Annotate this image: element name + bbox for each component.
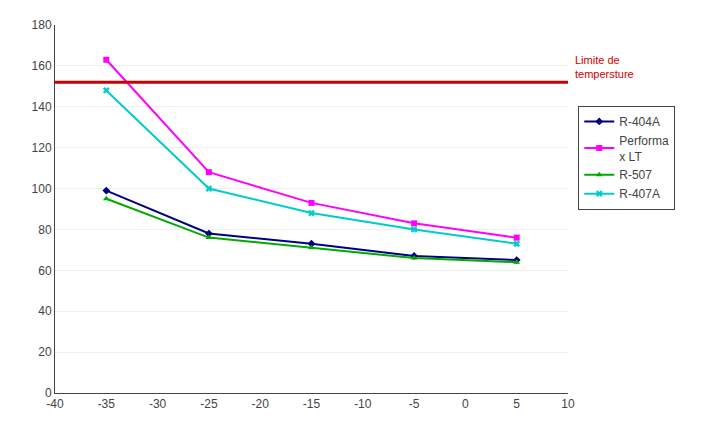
svg-text:R-407A: R-407A — [619, 187, 660, 201]
svg-text:180: 180 — [32, 18, 52, 32]
svg-text:Limite detempersture: Limite detempersture — [575, 54, 634, 80]
svg-text:-40: -40 — [46, 397, 64, 411]
svg-text:-5: -5 — [409, 397, 420, 411]
svg-text:40: 40 — [38, 304, 52, 318]
svg-text:140: 140 — [32, 100, 52, 114]
svg-text:R-404A: R-404A — [619, 115, 660, 129]
svg-text:160: 160 — [32, 59, 52, 73]
svg-text:Performax LT: Performax LT — [619, 134, 669, 164]
svg-text:5: 5 — [513, 397, 520, 411]
svg-text:0: 0 — [462, 397, 469, 411]
svg-text:-10: -10 — [354, 397, 372, 411]
svg-text:-35: -35 — [98, 397, 116, 411]
svg-text:-30: -30 — [149, 397, 167, 411]
svg-text:0: 0 — [45, 386, 52, 400]
svg-text:-25: -25 — [200, 397, 218, 411]
svg-text:120: 120 — [32, 141, 52, 155]
svg-text:20: 20 — [38, 345, 52, 359]
svg-text:-20: -20 — [252, 397, 270, 411]
svg-text:10: 10 — [561, 397, 575, 411]
svg-text:R-507: R-507 — [619, 168, 652, 182]
svg-text:60: 60 — [38, 264, 52, 278]
svg-text:-15: -15 — [303, 397, 321, 411]
svg-text:100: 100 — [32, 182, 52, 196]
svg-text:80: 80 — [38, 223, 52, 237]
